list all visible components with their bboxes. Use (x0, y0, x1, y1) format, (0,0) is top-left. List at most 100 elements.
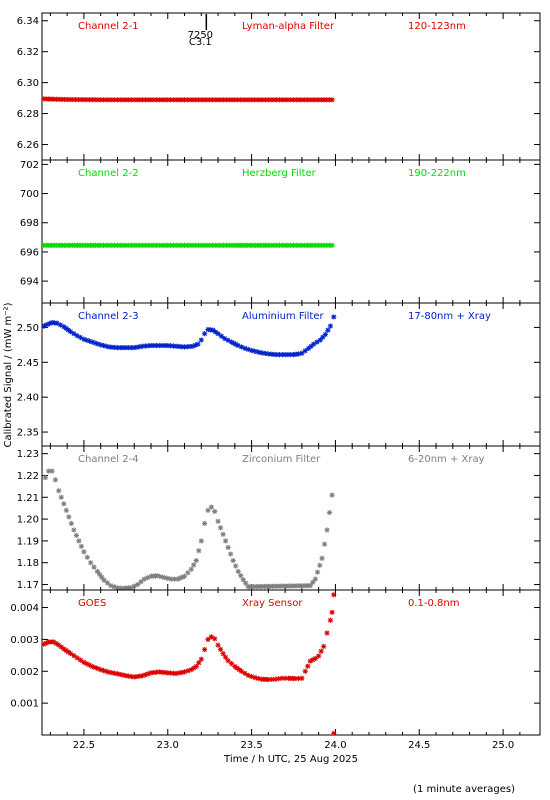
data-point (225, 658, 231, 664)
data-point (310, 657, 316, 663)
data-point (131, 97, 137, 103)
flare-marker-class: C3.1 (189, 37, 212, 48)
data-point (323, 242, 330, 248)
data-point (104, 580, 110, 586)
data-point (117, 671, 123, 678)
data-point (78, 543, 85, 549)
data-point (140, 673, 146, 679)
data-point (167, 242, 174, 248)
data-point (117, 345, 123, 351)
data-point (282, 675, 288, 681)
data-point (317, 562, 323, 568)
channel-label: Channel 2-4 (78, 454, 139, 465)
data-point (254, 97, 260, 103)
data-series (42, 314, 337, 358)
data-point (162, 342, 168, 349)
data-point (318, 97, 324, 103)
data-point (274, 352, 280, 358)
data-point (223, 538, 229, 544)
data-point (120, 672, 126, 678)
data-point (293, 242, 299, 248)
data-point (137, 673, 143, 679)
data-point (223, 242, 230, 248)
y-tick-label: 0.004 (10, 603, 39, 614)
y-tick-label: 694 (20, 277, 39, 288)
data-point (295, 351, 302, 357)
data-point (67, 329, 74, 335)
data-point (279, 242, 285, 248)
data-point (233, 563, 239, 569)
data-point (48, 242, 55, 248)
data-point (61, 242, 68, 248)
data-point (153, 669, 160, 675)
data-point (118, 585, 124, 590)
data-point (262, 350, 269, 357)
data-point (59, 96, 65, 102)
data-point (231, 340, 237, 346)
data-point (226, 242, 232, 248)
data-point (321, 97, 327, 103)
y-tick-label: 2.45 (17, 358, 39, 369)
data-point (222, 335, 228, 342)
panel-4: 1.17 1.18 1.19 1.20 1.21 1.22 1.23 Channel 2-4 Z… (17, 445, 541, 591)
data-point (191, 665, 197, 671)
data-point (63, 507, 69, 513)
data-point (235, 342, 241, 349)
y-tick-label: 696 (20, 247, 39, 258)
y-tick-label: 1.22 (17, 471, 39, 482)
y-tick-label: 698 (20, 218, 39, 229)
data-point (279, 97, 285, 103)
data-point (314, 569, 321, 575)
data-point (235, 568, 241, 575)
band-label: 17-80nm + Xray (408, 311, 491, 322)
data-point (321, 643, 327, 650)
data-point (252, 675, 258, 681)
data-point (176, 242, 182, 248)
data-point (138, 579, 144, 585)
data-point (134, 581, 141, 588)
x-axis-label: Time / h UTC, 25 Aug 2025 (223, 754, 358, 765)
data-series (42, 242, 335, 248)
channel-label: Channel 2-2 (78, 168, 139, 179)
data-point (195, 242, 202, 248)
footnote: (1 minute averages) (413, 784, 515, 795)
data-point (321, 541, 328, 547)
data-point (285, 352, 291, 358)
data-point (153, 342, 160, 349)
data-point (77, 657, 84, 663)
data-point (240, 577, 246, 583)
data-point (56, 96, 62, 102)
data-point (207, 242, 213, 248)
data-point (302, 242, 308, 248)
data-point (44, 322, 50, 328)
data-point (46, 242, 52, 248)
data-point (262, 97, 269, 103)
data-point (181, 573, 188, 579)
data-point (221, 242, 227, 248)
data-point (176, 343, 182, 350)
data-point (95, 97, 101, 103)
data-point (218, 333, 225, 339)
data-point (306, 345, 312, 351)
data-point (293, 97, 299, 103)
data-point (296, 242, 302, 248)
data-point (274, 97, 280, 103)
filter-label: Aluminium Filter (242, 311, 325, 322)
panel-3: 2.35 2.40 2.45 2.50 Channel 2-3 Aluminium Fil… (17, 302, 541, 447)
y-tick-label: 1.18 (17, 558, 39, 569)
data-point (191, 562, 197, 568)
data-point (126, 673, 132, 679)
data-point (302, 97, 308, 103)
panel-5: 0.001 0.002 0.003 0.004 GOES Xray Sensor 0.1-0… (10, 589, 541, 736)
data-point (106, 242, 112, 248)
data-point (58, 494, 64, 500)
data-point (92, 340, 98, 346)
data-point (71, 331, 77, 337)
data-point (148, 242, 154, 248)
data-point (282, 242, 288, 248)
data-point (329, 242, 335, 248)
data-point (185, 668, 191, 674)
data-point (320, 334, 326, 340)
data-point (254, 349, 260, 355)
x-tick-label: 23.0 (157, 740, 179, 751)
